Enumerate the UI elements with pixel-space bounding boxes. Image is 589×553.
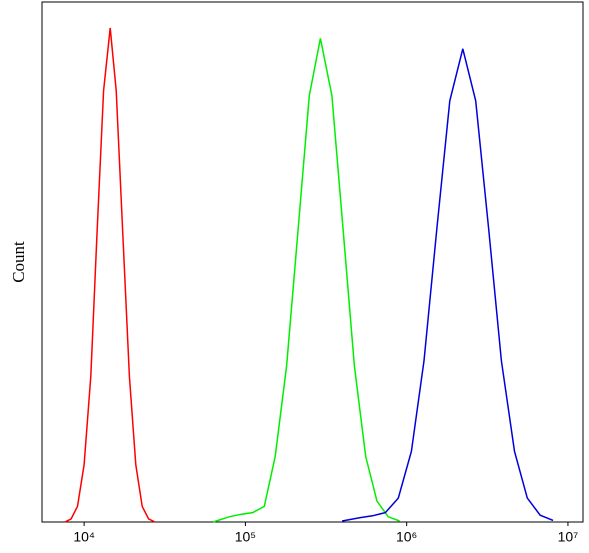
x-tick-label: 10⁵ [235,529,256,545]
x-tick-label: 10⁷ [558,529,579,545]
y-axis-label: Count [9,241,28,283]
x-tick-label: 10⁶ [396,529,417,545]
histogram-line [341,48,554,522]
x-tick-label: 10⁴ [73,529,95,545]
plot-frame [41,1,584,523]
histogram-line [212,38,400,523]
histogram-line [64,27,156,523]
